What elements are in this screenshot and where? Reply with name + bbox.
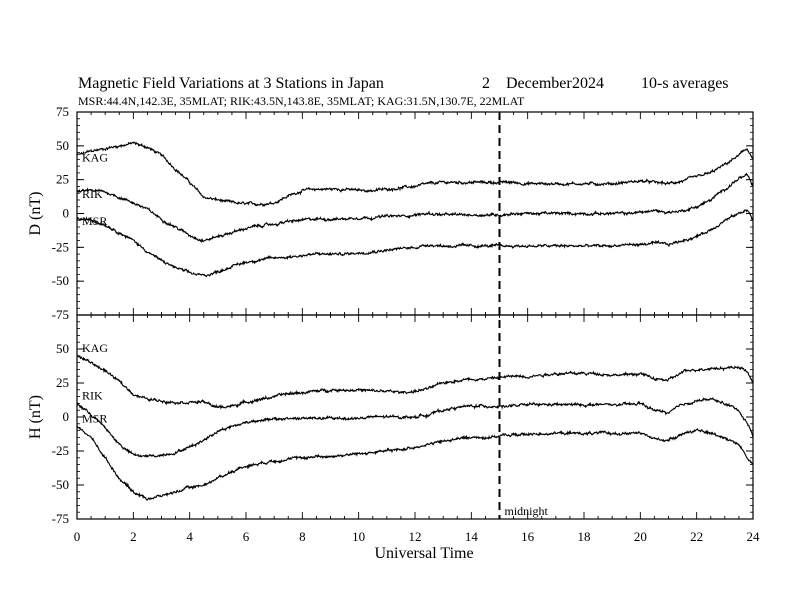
series-line-kag: [76, 354, 754, 410]
series-label-kag: KAG: [82, 341, 108, 355]
series-label-msr: MSR: [82, 214, 107, 228]
x-tick-label: 10: [352, 529, 365, 544]
x-tick-label: 0: [74, 529, 81, 544]
y-tick-label: -50: [52, 477, 69, 492]
y-tick-label: -75: [52, 511, 69, 526]
y-tick-label: 50: [56, 341, 69, 356]
series-label-kag: KAG: [82, 150, 108, 164]
h-component-panel: 50 25 0 -25 -50 -75 H (nT) KAG RIK MSR: [27, 314, 754, 526]
x-tick-label: 4: [186, 529, 193, 544]
series-label-msr: MSR: [82, 412, 107, 426]
series-line-kag: [76, 141, 754, 207]
y-tick-label: -50: [52, 273, 69, 288]
series-line-msr: [76, 425, 754, 502]
y-axis-label: H (nT): [27, 395, 44, 439]
x-tick-label: 8: [299, 529, 306, 544]
x-tick-label: 16: [521, 529, 535, 544]
date-year: 2024: [572, 75, 604, 92]
series-line-rik: [76, 172, 754, 244]
chart-title: Magnetic Field Variations at 3 Stations …: [78, 75, 384, 92]
series-label-rik: RIK: [82, 388, 103, 402]
x-tick-label: 20: [634, 529, 647, 544]
x-tick-label: 6: [243, 529, 250, 544]
series-line-msr: [76, 208, 754, 278]
y-tick-label: 50: [56, 138, 69, 153]
y-tick-label: 0: [63, 409, 70, 424]
stations-line: MSR:44.4N,142.3E, 35MLAT; RIK:43.5N,143.…: [78, 94, 525, 108]
series-line-rik: [76, 397, 754, 458]
y-tick-label: 25: [56, 375, 69, 390]
y-tick-label: -75: [52, 307, 69, 322]
y-tick-label: 25: [56, 172, 69, 187]
series-label-rik: RIK: [82, 187, 103, 201]
date-day: 2: [482, 75, 490, 92]
y-tick-label: -25: [52, 443, 69, 458]
midnight-label: midnight: [505, 504, 549, 518]
y-tick-label: -25: [52, 239, 69, 254]
x-tick-label: 22: [690, 529, 703, 544]
date-month: December: [506, 75, 572, 92]
y-axis-label: D (nT): [27, 192, 44, 236]
x-tick-label: 14: [465, 529, 479, 544]
x-tick-label: 18: [578, 529, 591, 544]
x-tick-label: 12: [409, 529, 422, 544]
x-tick-label: 2: [130, 529, 137, 544]
x-tick-label: 24: [747, 529, 761, 544]
x-axis-label: Universal Time: [374, 545, 473, 562]
d-component-panel: 75 50 25 0 -25 -50 -75 D (nT) KAG RIK MSR: [27, 104, 754, 322]
averaging-label: 10-s averages: [641, 75, 729, 92]
x-tick-labels: 0 2 4 6 8 10 12 14 16 18 20 22 24: [74, 529, 760, 544]
y-tick-label: 0: [63, 206, 70, 221]
y-tick-label: 75: [56, 104, 69, 119]
